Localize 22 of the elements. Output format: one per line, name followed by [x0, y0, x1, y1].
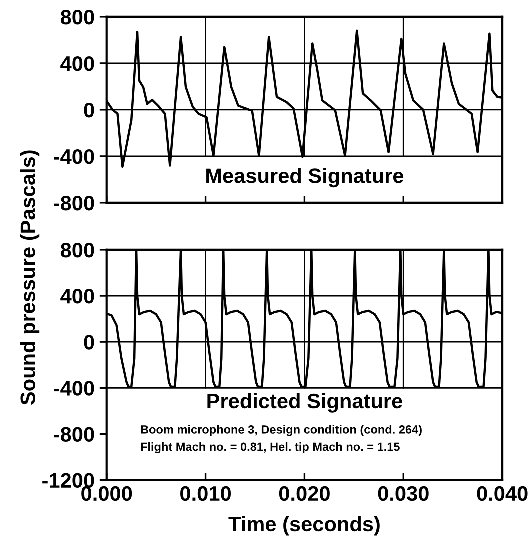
y-tick-label: 0	[84, 335, 94, 350]
annotation: Boom microphone 3, Design condition (cond. 264)	[141, 425, 422, 436]
y-tick-label: 800	[60, 242, 94, 258]
y-tick-label: -400	[54, 149, 94, 164]
annotation: Flight Mach no. = 0.81, Hel. tip Mach no. = 1.15	[141, 442, 400, 454]
x-axis-title: Time (seconds)	[228, 516, 380, 536]
y-tick-label: 400	[60, 289, 94, 304]
y-tick-label: 0	[84, 102, 94, 118]
x-tick-label: 0.020	[279, 486, 330, 502]
x-tick-label: 0.000	[82, 486, 132, 502]
x-tick-label: 0.040	[477, 486, 528, 502]
y-tick-label: -1200	[42, 473, 94, 488]
x-tick-label: 0.030	[378, 486, 429, 502]
y-tick-label: 400	[60, 56, 94, 72]
y-tick-label: 800	[60, 10, 94, 25]
x-tick-label: 0.010	[180, 486, 231, 502]
text: Measured Signature	[206, 168, 404, 188]
y-tick-label: -400	[54, 381, 94, 396]
y-tick-label: -800	[54, 196, 94, 211]
text: Predicted Signature	[208, 393, 402, 413]
y-axis-title: Sound pressure (Pascals)	[20, 150, 40, 405]
y-tick-label: -800	[54, 427, 94, 442]
